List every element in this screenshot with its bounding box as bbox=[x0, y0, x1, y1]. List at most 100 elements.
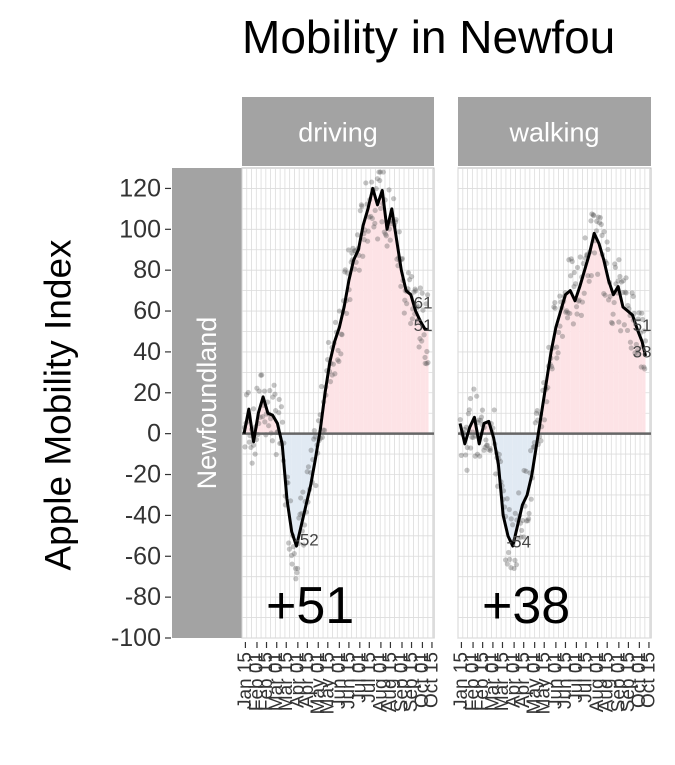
y-tick-label: -60 bbox=[125, 542, 161, 570]
y-tick-label: 80 bbox=[133, 256, 161, 284]
daily-point bbox=[556, 329, 562, 335]
daily-point bbox=[525, 518, 531, 524]
daily-point bbox=[276, 410, 282, 416]
daily-point bbox=[520, 517, 526, 524]
daily-point bbox=[608, 319, 615, 326]
y-tick-label: 20 bbox=[133, 379, 161, 407]
area-above-baseline bbox=[637, 329, 643, 434]
trend-line-driving bbox=[242, 186, 429, 548]
area-above-baseline bbox=[603, 259, 609, 434]
daily-point bbox=[577, 254, 583, 260]
daily-point bbox=[468, 445, 474, 451]
daily-point bbox=[377, 169, 383, 175]
daily-point bbox=[574, 264, 581, 271]
daily-point bbox=[595, 271, 601, 277]
daily-point bbox=[330, 361, 336, 367]
daily-point bbox=[465, 411, 472, 417]
daily-point bbox=[300, 489, 306, 495]
daily-point bbox=[352, 266, 358, 272]
daily-point bbox=[374, 176, 381, 182]
area-above-baseline bbox=[387, 208, 392, 434]
daily-point bbox=[420, 307, 426, 313]
daily-point bbox=[482, 444, 488, 450]
daily-point bbox=[559, 333, 566, 339]
daily-point bbox=[387, 237, 393, 243]
area-above-baseline bbox=[598, 243, 604, 434]
daily-point bbox=[425, 359, 431, 366]
daily-point bbox=[401, 310, 407, 316]
daily-point bbox=[554, 344, 560, 350]
daily-point bbox=[267, 387, 273, 394]
daily-point bbox=[612, 261, 618, 267]
daily-point bbox=[641, 328, 647, 334]
daily-point bbox=[621, 322, 627, 328]
y-tick-label: 120 bbox=[119, 174, 161, 202]
daily-point bbox=[383, 233, 389, 239]
daily-point bbox=[272, 391, 278, 397]
daily-point bbox=[457, 417, 463, 423]
daily-point bbox=[378, 205, 384, 212]
daily-point bbox=[301, 542, 307, 548]
daily-point bbox=[402, 297, 408, 303]
daily-point bbox=[366, 214, 372, 220]
daily-point bbox=[590, 212, 596, 218]
daily-point bbox=[416, 344, 422, 350]
daily-point bbox=[640, 316, 646, 323]
x-tick-label: Feb 01 bbox=[463, 652, 484, 711]
daily-point bbox=[288, 552, 295, 559]
daily-point bbox=[525, 516, 532, 522]
daily-point bbox=[289, 561, 295, 567]
daily-point bbox=[571, 269, 577, 276]
daily-point bbox=[476, 417, 482, 423]
y-tick-label: -40 bbox=[125, 501, 161, 529]
daily-point bbox=[557, 323, 563, 329]
daily-point bbox=[493, 471, 499, 477]
daily-point bbox=[568, 273, 574, 279]
area-above-baseline bbox=[584, 253, 590, 434]
facet-strip-label: driving bbox=[298, 118, 378, 148]
daily-point bbox=[386, 187, 392, 193]
daily-point bbox=[273, 408, 279, 414]
x-tick-label: Feb 15 bbox=[472, 652, 493, 711]
daily-point bbox=[618, 279, 625, 285]
x-tick-label: Feb 01 bbox=[246, 652, 267, 711]
daily-point bbox=[372, 220, 378, 227]
daily-point bbox=[279, 419, 286, 425]
x-tick-label: Mar 15 bbox=[276, 652, 297, 711]
daily-point bbox=[538, 438, 544, 444]
x-tick-label: Jun 01 bbox=[329, 652, 350, 709]
daily-point bbox=[466, 407, 472, 413]
daily-point bbox=[623, 275, 629, 281]
daily-point bbox=[472, 453, 478, 459]
y-tick-label: 100 bbox=[119, 215, 161, 243]
data-annotation: -52 bbox=[294, 531, 319, 550]
daily-point bbox=[311, 436, 317, 442]
x-tick-label: Apr 15 bbox=[297, 652, 318, 708]
daily-point bbox=[541, 417, 548, 423]
daily-point bbox=[622, 289, 628, 295]
daily-point bbox=[634, 350, 640, 357]
area-below-baseline bbox=[291, 433, 297, 547]
daily-point bbox=[408, 320, 414, 327]
x-tick-label: Sep 15 bbox=[401, 652, 422, 712]
daily-point bbox=[557, 293, 563, 299]
daily-point bbox=[563, 308, 570, 314]
daily-point bbox=[372, 207, 378, 213]
area-above-baseline bbox=[420, 321, 426, 434]
daily-point bbox=[591, 250, 598, 256]
daily-point bbox=[329, 372, 335, 378]
daily-point bbox=[574, 311, 580, 317]
x-tick-label: Oct 01 bbox=[412, 652, 433, 708]
daily-point bbox=[571, 283, 577, 290]
area-above-baseline bbox=[334, 327, 340, 434]
daily-point bbox=[276, 396, 282, 403]
area-above-baseline bbox=[575, 286, 580, 434]
daily-point bbox=[586, 278, 592, 284]
area-above-baseline bbox=[570, 290, 576, 434]
daily-point bbox=[251, 442, 257, 448]
daily-point bbox=[258, 372, 264, 378]
x-tick-label: Sep 01 bbox=[608, 652, 629, 712]
x-tick-label: Feb 15 bbox=[256, 652, 277, 711]
daily-point bbox=[521, 534, 527, 540]
